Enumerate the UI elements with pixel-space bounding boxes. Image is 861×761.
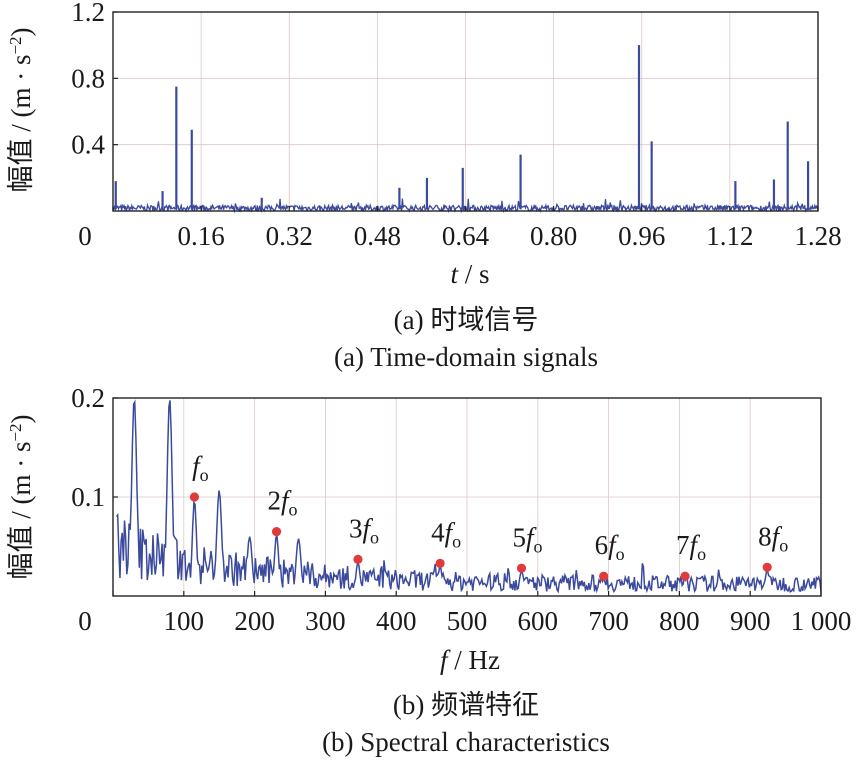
x-tick-label: 0.48 — [354, 221, 401, 251]
panel-b-x-label-var: f — [440, 645, 451, 675]
harmonic-subscript: o — [289, 500, 298, 520]
harmonic-symbol: f — [690, 530, 701, 560]
x-tick-label: 0.80 — [530, 221, 577, 251]
x-tick-label: 800 — [659, 606, 700, 636]
harmonic-symbol: f — [362, 513, 373, 543]
harmonic-label: 8fo — [758, 521, 788, 555]
panel-a-y-axis-label: 幅值 / (m · s−2) — [6, 27, 37, 192]
x-tick-label: 0.32 — [266, 221, 313, 251]
y-tick-label: 0.1 — [71, 482, 105, 512]
x-tick-label: 300 — [305, 606, 346, 636]
panel-b-grid — [113, 398, 821, 596]
spectrum-line — [115, 399, 822, 594]
x-tick-label: 1.28 — [794, 221, 841, 251]
x-tick-label: 400 — [376, 606, 417, 636]
harmonic-order: 5 — [513, 522, 527, 552]
panel-b-caption-en: (b) Spectral characteristics — [322, 727, 610, 757]
x-tick-label: 0 — [78, 606, 92, 636]
panel-a-x-label-unit: / s — [458, 259, 490, 289]
harmonic-marker — [762, 562, 772, 572]
harmonic-symbol: f — [608, 530, 619, 560]
harmonic-symbol: f — [281, 486, 292, 516]
x-tick-label: 500 — [447, 606, 488, 636]
x-tick-label: 1 000 — [791, 606, 852, 636]
harmonic-subscript: o — [779, 535, 788, 555]
harmonic-symbol: f — [772, 521, 783, 551]
harmonic-marker — [189, 492, 200, 502]
harmonic-subscript: o — [452, 531, 461, 551]
x-tick-label: 100 — [164, 606, 205, 636]
y-tick-label: 0.2 — [71, 383, 105, 413]
panel-a-y-label-close: ) — [6, 27, 36, 36]
harmonic-order: 2 — [268, 486, 282, 516]
harmonic-symbol: f — [192, 451, 203, 481]
harmonic-label: 3fo — [349, 513, 379, 547]
harmonic-order: 4 — [431, 517, 445, 547]
panel-a-ticks: 0 0.16 0.32 0.48 0.64 0.80 0.96 1.12 1.28 0.4 0.8 1… — [71, 0, 841, 251]
harmonic-order: 3 — [349, 513, 363, 543]
harmonic-order: 7 — [676, 530, 690, 560]
harmonic-marker — [599, 571, 609, 581]
panel-b-caption-cn: (b) 频谱特征 — [393, 690, 539, 720]
panel-a-time-domain: 0 0.16 0.32 0.48 0.64 0.80 0.96 1.12 1.28 0.4 0.8 1… — [6, 0, 842, 372]
harmonic-label: fo — [192, 451, 209, 485]
panel-b-y-label-close: ) — [6, 414, 36, 423]
harmonic-marker — [680, 571, 690, 581]
panel-a-y-label-exp: −2 — [6, 36, 25, 54]
x-tick-label: 200 — [234, 606, 275, 636]
panel-a-x-label-var: t — [450, 259, 459, 289]
panel-a-y-label-text: 幅值 / (m · s — [6, 55, 36, 193]
panel-b-y-label-text: 幅值 / (m · s — [6, 442, 36, 580]
panel-a-caption-en: (a) Time-domain signals — [334, 342, 598, 372]
y-tick-label: 1.2 — [71, 0, 105, 27]
x-tick-label: 900 — [730, 606, 771, 636]
panel-b-spectrum-line — [115, 399, 822, 594]
harmonic-symbol: f — [445, 517, 456, 547]
x-tick-label: 0 — [78, 221, 92, 251]
harmonic-marker — [435, 558, 445, 568]
harmonic-subscript: o — [697, 544, 706, 564]
harmonic-subscript: o — [200, 465, 209, 485]
x-tick-label: 700 — [588, 606, 629, 636]
x-tick-label: 0.16 — [178, 221, 225, 251]
harmonic-marker — [353, 554, 363, 564]
panel-b-x-axis-label: f / Hz — [440, 645, 500, 675]
harmonic-order: 6 — [595, 530, 609, 560]
y-tick-label: 0.4 — [71, 130, 105, 160]
y-tick-label: 0.8 — [71, 63, 105, 93]
panel-b-y-label-exp: −2 — [6, 423, 25, 441]
panel-b-x-label-unit: / Hz — [448, 645, 501, 675]
harmonic-order: 8 — [758, 521, 772, 551]
harmonic-marker — [516, 563, 527, 573]
x-tick-label: 1.12 — [706, 221, 753, 251]
harmonic-label: 4fo — [431, 517, 461, 551]
panel-b-ticks: 0 100 200 300 400 500 600 700 800 900 1 000 0.1 0.2 — [71, 383, 851, 636]
harmonic-subscript: o — [616, 544, 625, 564]
harmonic-subscript: o — [370, 527, 379, 547]
harmonic-symbol: f — [526, 522, 537, 552]
panel-a-grid — [113, 12, 818, 211]
panel-b-y-axis-label: 幅值 / (m · s−2) — [6, 414, 37, 579]
panel-a-caption-cn: (a) 时域信号 — [394, 305, 539, 335]
harmonic-label: 5fo — [513, 522, 543, 556]
harmonic-label: 7fo — [676, 530, 706, 564]
harmonic-label: 2fo — [268, 486, 298, 520]
harmonic-marker — [271, 527, 282, 537]
x-tick-label: 600 — [518, 606, 559, 636]
panel-a-signal — [112, 45, 819, 214]
harmonic-subscript: o — [534, 536, 543, 556]
x-tick-label: 0.96 — [618, 221, 665, 251]
harmonic-label: 6fo — [595, 530, 625, 564]
panel-a-x-axis-label: t / s — [450, 259, 489, 289]
x-tick-label: 0.64 — [442, 221, 490, 251]
